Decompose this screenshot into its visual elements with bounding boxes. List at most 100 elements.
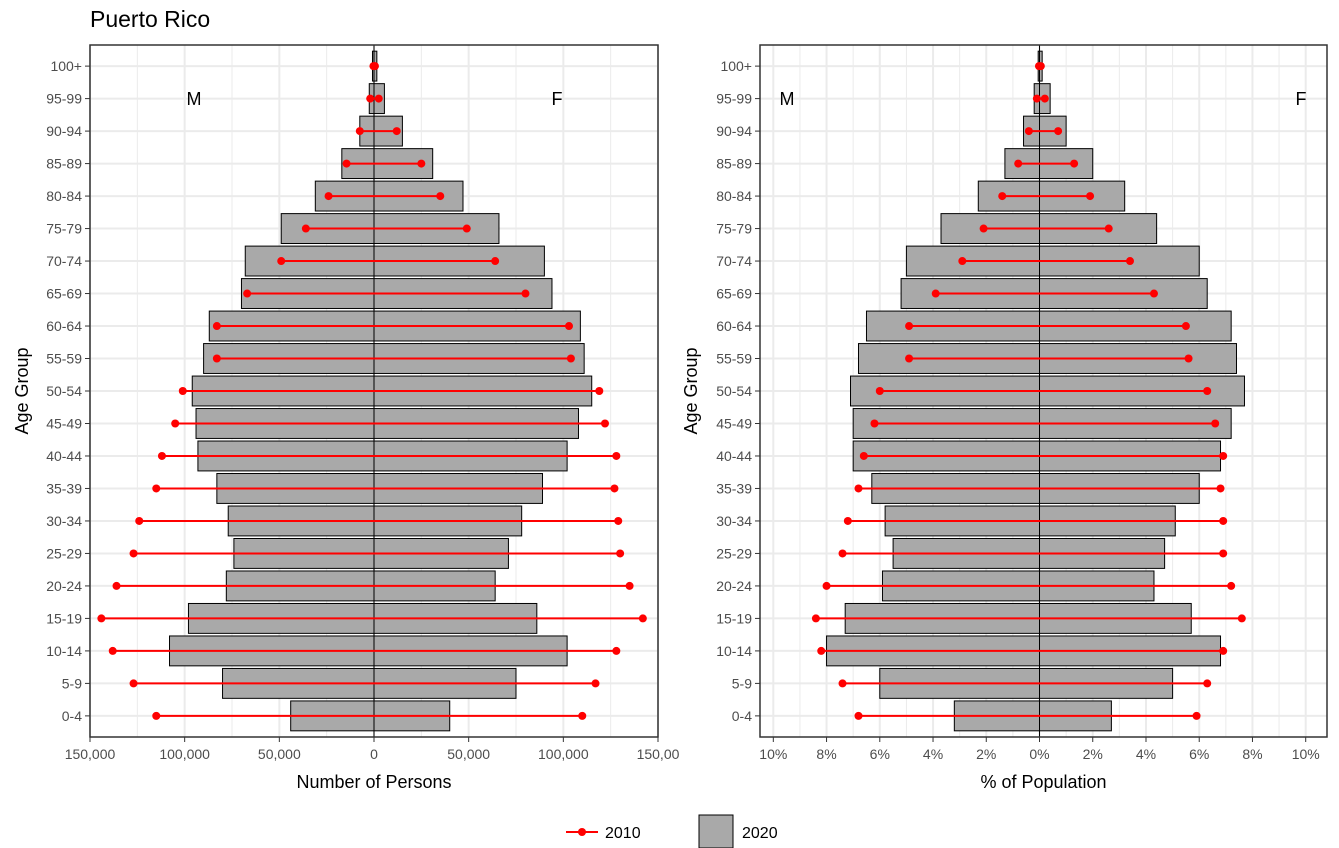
x-tick-label: 10% — [759, 746, 787, 762]
point-female-2010 — [1219, 549, 1228, 558]
x-axis-label: Number of Persons — [296, 772, 451, 792]
legend-label-2020: 2020 — [742, 825, 778, 842]
x-axis-label: % of Population — [980, 772, 1106, 792]
y-axis-label: Age Group — [681, 347, 701, 434]
point-male-2010 — [301, 224, 310, 233]
point-female-2010 — [1054, 127, 1063, 136]
y-tick-label: 90-94 — [46, 123, 82, 139]
point-male-2010 — [817, 646, 826, 655]
point-male-2010 — [243, 289, 252, 298]
y-tick-label: 70-74 — [716, 253, 752, 269]
point-male-2010 — [958, 257, 967, 266]
y-tick-label: 45-49 — [46, 415, 82, 431]
point-female-2010 — [1104, 224, 1113, 233]
y-tick-label: 60-64 — [46, 318, 82, 334]
y-tick-label: 95-99 — [46, 91, 82, 107]
point-female-2010 — [374, 94, 383, 103]
point-male-2010 — [342, 159, 351, 168]
point-male-2010 — [822, 581, 831, 590]
point-male-2010 — [838, 549, 847, 558]
y-tick-label: 25-29 — [46, 545, 82, 561]
x-tick-label: 2% — [976, 746, 996, 762]
x-tick-label: 0 — [370, 746, 378, 762]
y-tick-label: 75-79 — [46, 221, 82, 237]
side-label-male: M — [780, 89, 795, 109]
y-tick-label: 85-89 — [46, 156, 82, 172]
y-tick-label: 35-39 — [46, 480, 82, 496]
y-tick-label: 70-74 — [46, 253, 82, 269]
y-tick-label: 60-64 — [716, 318, 752, 334]
point-female-2010 — [578, 711, 587, 720]
point-female-2010 — [1192, 711, 1201, 720]
x-tick-label: 150,00 — [637, 746, 680, 762]
point-male-2010 — [129, 679, 138, 688]
point-male-2010 — [112, 581, 121, 590]
point-female-2010 — [1219, 451, 1228, 460]
y-tick-label: 10-14 — [716, 643, 752, 659]
legend: 2010 2020 — [566, 814, 778, 848]
x-tick-label: 6% — [870, 746, 890, 762]
side-label-female: F — [1296, 89, 1307, 109]
point-female-2010 — [614, 516, 623, 525]
y-tick-label: 0-4 — [732, 708, 752, 724]
point-male-2010 — [178, 387, 187, 395]
point-female-2010 — [491, 257, 500, 266]
x-tick-label: 10% — [1292, 746, 1320, 762]
point-female-2010 — [565, 322, 574, 331]
x-tick-label: 50,000 — [258, 746, 301, 762]
x-tick-label: 150,000 — [65, 746, 116, 762]
y-axis-label: Age Group — [12, 347, 32, 434]
page-title: Puerto Rico — [90, 6, 211, 32]
point-female-2010 — [600, 419, 609, 428]
x-tick-label: 4% — [923, 746, 943, 762]
point-female-2010 — [610, 484, 619, 493]
point-female-2010 — [638, 614, 647, 623]
side-label-female: F — [552, 89, 563, 109]
point-male-2010 — [355, 127, 364, 136]
y-tick-label: 40-44 — [46, 448, 82, 464]
point-male-2010 — [905, 322, 914, 331]
point-female-2010 — [616, 549, 625, 558]
point-male-2010 — [998, 192, 1007, 201]
point-female-2010 — [370, 62, 379, 71]
point-female-2010 — [1203, 387, 1212, 395]
x-tick-label: 4% — [1136, 746, 1156, 762]
point-female-2010 — [595, 387, 604, 395]
point-female-2010 — [612, 451, 621, 460]
point-male-2010 — [843, 516, 852, 525]
point-female-2010 — [392, 127, 401, 136]
point-female-2010 — [1211, 419, 1220, 428]
y-tick-label: 50-54 — [46, 383, 82, 399]
legend-label-2010: 2010 — [605, 825, 641, 842]
point-female-2010 — [1036, 62, 1045, 71]
point-male-2010 — [838, 679, 847, 688]
point-male-2010 — [135, 516, 144, 525]
point-female-2010 — [1086, 192, 1095, 201]
x-tick-label: 100,000 — [159, 746, 210, 762]
point-male-2010 — [870, 419, 879, 428]
y-tick-label: 45-49 — [716, 415, 752, 431]
point-male-2010 — [854, 711, 863, 720]
y-tick-label: 35-39 — [716, 480, 752, 496]
y-tick-label: 30-34 — [716, 513, 752, 529]
point-male-2010 — [875, 387, 884, 395]
point-male-2010 — [324, 192, 333, 201]
point-male-2010 — [152, 484, 161, 493]
point-female-2010 — [1237, 614, 1246, 623]
x-tick-label: 8% — [1242, 746, 1262, 762]
y-tick-label: 55-59 — [716, 351, 752, 367]
point-male-2010 — [811, 614, 820, 623]
y-tick-label: 20-24 — [46, 578, 82, 594]
point-male-2010 — [905, 354, 914, 363]
point-male-2010 — [931, 289, 940, 298]
point-male-2010 — [108, 646, 117, 655]
legend-key-2020 — [698, 814, 734, 848]
y-tick-label: 15-19 — [716, 610, 752, 626]
point-female-2010 — [1227, 581, 1236, 590]
point-female-2010 — [1216, 484, 1225, 493]
point-female-2010 — [417, 159, 426, 168]
y-tick-label: 85-89 — [716, 156, 752, 172]
y-tick-label: 75-79 — [716, 221, 752, 237]
